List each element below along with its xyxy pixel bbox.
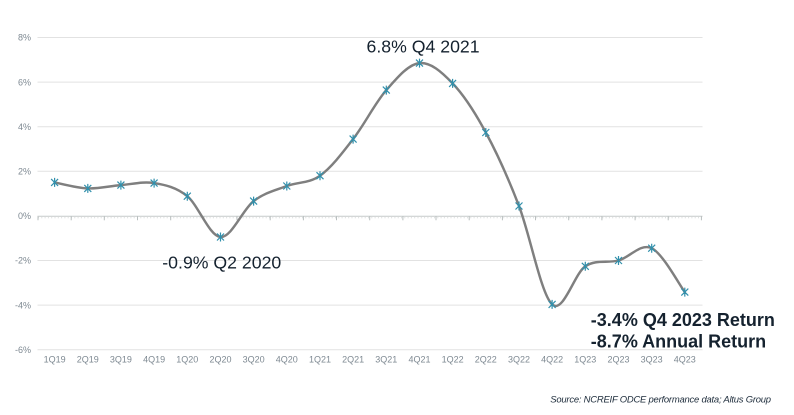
svg-text:3Q20: 3Q20 (243, 354, 265, 364)
svg-text:-8.7% Annual Return: -8.7% Annual Return (591, 331, 766, 351)
svg-text:2Q23: 2Q23 (607, 354, 629, 364)
svg-text:2Q21: 2Q21 (342, 354, 364, 364)
svg-text:3Q21: 3Q21 (375, 354, 397, 364)
svg-text:2%: 2% (18, 167, 31, 177)
svg-text:8%: 8% (18, 33, 31, 43)
svg-text:-4%: -4% (15, 300, 31, 310)
svg-text:-3.4% Q4 2023 Return: -3.4% Q4 2023 Return (591, 310, 775, 330)
svg-text:-6%: -6% (15, 345, 31, 355)
svg-text:0%: 0% (18, 211, 31, 221)
svg-text:Source: NCREIF ODCE performanc: Source: NCREIF ODCE performance data; Al… (550, 395, 771, 406)
svg-text:4Q20: 4Q20 (276, 354, 298, 364)
svg-text:6%: 6% (18, 77, 31, 87)
svg-text:3Q22: 3Q22 (508, 354, 530, 364)
svg-text:6.8% Q4 2021: 6.8% Q4 2021 (367, 36, 480, 56)
svg-text:1Q20: 1Q20 (176, 354, 198, 364)
svg-text:2Q20: 2Q20 (209, 354, 231, 364)
svg-text:4Q22: 4Q22 (541, 354, 563, 364)
svg-text:2Q22: 2Q22 (475, 354, 497, 364)
svg-text:4%: 4% (18, 122, 31, 132)
svg-text:1Q22: 1Q22 (442, 354, 464, 364)
svg-text:-2%: -2% (15, 256, 31, 266)
svg-text:-0.9% Q2 2020: -0.9% Q2 2020 (162, 252, 281, 272)
svg-text:4Q19: 4Q19 (143, 354, 165, 364)
svg-text:2Q19: 2Q19 (77, 354, 99, 364)
svg-text:4Q21: 4Q21 (408, 354, 430, 364)
svg-text:1Q23: 1Q23 (574, 354, 596, 364)
svg-text:3Q19: 3Q19 (110, 354, 132, 364)
svg-text:4Q23: 4Q23 (674, 354, 696, 364)
svg-text:1Q19: 1Q19 (44, 354, 66, 364)
svg-text:3Q23: 3Q23 (641, 354, 663, 364)
svg-text:1Q21: 1Q21 (309, 354, 331, 364)
